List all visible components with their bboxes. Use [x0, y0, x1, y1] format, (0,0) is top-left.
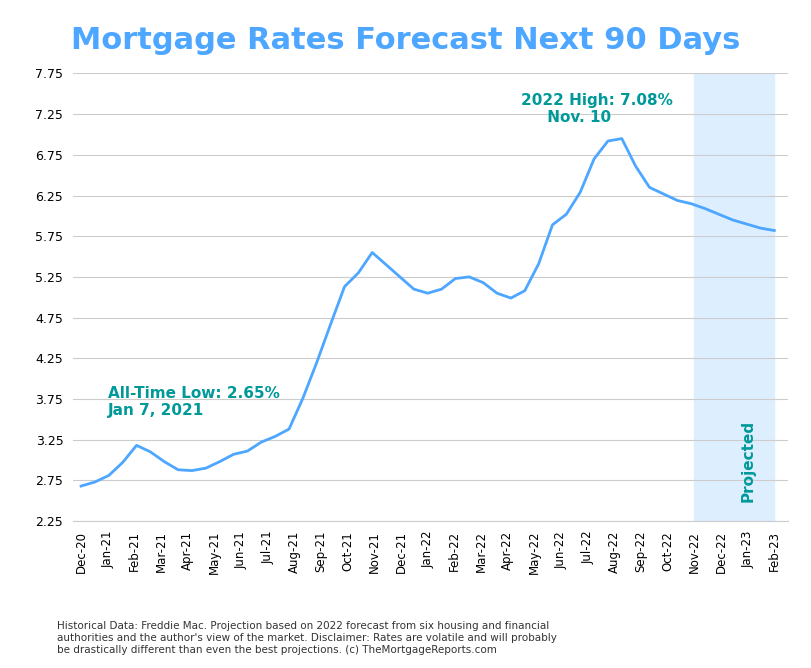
Bar	[693, 73, 774, 521]
Text: 2022 High: 7.08%
     Nov. 10: 2022 High: 7.08% Nov. 10	[521, 93, 672, 126]
Text: All-Time Low: 2.65%
Jan 7, 2021: All-Time Low: 2.65% Jan 7, 2021	[108, 386, 279, 418]
Text: Mortgage Rates Forecast Next 90 Days: Mortgage Rates Forecast Next 90 Days	[71, 25, 740, 55]
Text: Projected: Projected	[740, 420, 754, 502]
Text: Historical Data: Freddie Mac. Projection based on 2022 forecast from six housing: Historical Data: Freddie Mac. Projection…	[57, 621, 556, 655]
